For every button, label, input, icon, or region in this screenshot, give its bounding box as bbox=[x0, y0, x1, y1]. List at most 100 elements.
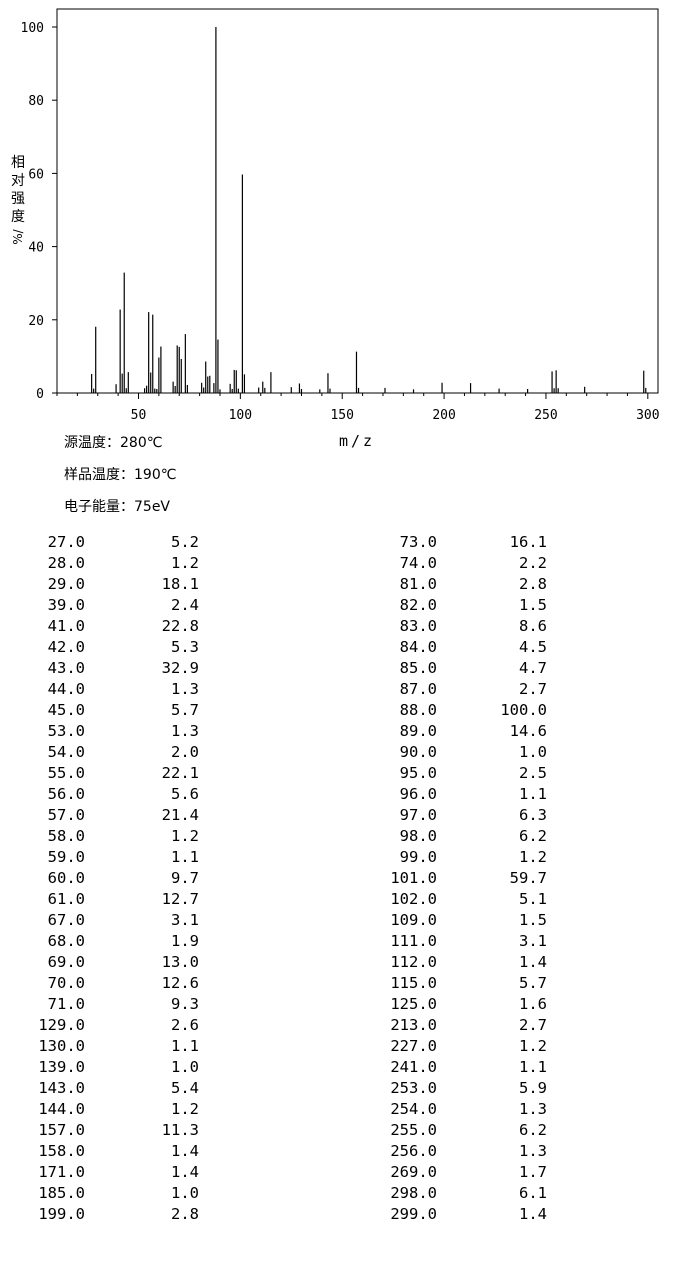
mz-value: 102.0 bbox=[390, 890, 437, 908]
table-row: 29.0 18.1 bbox=[0, 574, 220, 595]
intensity-value: 6.2 bbox=[519, 827, 547, 845]
y-tick-label: 40 bbox=[28, 241, 44, 256]
table-row: 60.0 9.7 bbox=[0, 868, 220, 889]
intensity-value: 18.1 bbox=[161, 575, 199, 593]
table-row: 42.0 5.3 bbox=[0, 637, 220, 658]
table-row: 54.0 2.0 bbox=[0, 742, 220, 763]
intensity-value: 5.1 bbox=[519, 890, 547, 908]
table-row: 81.0 2.8 bbox=[330, 574, 570, 595]
mz-value: 256.0 bbox=[390, 1142, 437, 1160]
y-axis-label-char: 强 bbox=[11, 191, 25, 207]
x-tick-label: 250 bbox=[534, 408, 557, 423]
intensity-value: 1.0 bbox=[519, 743, 547, 761]
mz-value: 29.0 bbox=[47, 575, 85, 593]
table-row: 68.0 1.9 bbox=[0, 931, 220, 952]
intensity-value: 1.6 bbox=[519, 995, 547, 1013]
mz-value: 255.0 bbox=[390, 1121, 437, 1139]
y-axis-label-char: 相 bbox=[11, 155, 25, 171]
mz-value: 45.0 bbox=[47, 701, 85, 719]
table-row: 97.0 6.3 bbox=[330, 805, 570, 826]
intensity-value: 14.6 bbox=[509, 722, 547, 740]
table-row: 53.0 1.3 bbox=[0, 721, 220, 742]
intensity-value: 2.8 bbox=[171, 1205, 199, 1223]
mz-value: 54.0 bbox=[47, 743, 85, 761]
table-row: 298.0 6.1 bbox=[330, 1183, 570, 1204]
source-temperature: 源温度：280℃ bbox=[64, 435, 163, 451]
intensity-value: 3.1 bbox=[171, 911, 199, 929]
table-row: 129.0 2.6 bbox=[0, 1015, 220, 1036]
peak-table-right: 73.0 16.1 74.0 2.2 81.0 2.8 82.0 1.5 83.0 8.6 84.0… bbox=[330, 532, 570, 1225]
intensity-value: 1.2 bbox=[171, 554, 199, 572]
table-row: 269.0 1.7 bbox=[330, 1162, 570, 1183]
table-row: 88.0 100.0 bbox=[330, 700, 570, 721]
table-row: 28.0 1.2 bbox=[0, 553, 220, 574]
y-tick-label: 20 bbox=[28, 314, 44, 329]
table-row: 139.0 1.0 bbox=[0, 1057, 220, 1078]
table-row: 253.0 5.9 bbox=[330, 1078, 570, 1099]
x-tick-label: 150 bbox=[330, 408, 353, 423]
mz-value: 157.0 bbox=[38, 1121, 85, 1139]
table-row: 89.0 14.6 bbox=[330, 721, 570, 742]
table-row: 185.0 1.0 bbox=[0, 1183, 220, 1204]
table-row: 109.0 1.5 bbox=[330, 910, 570, 931]
mz-value: 101.0 bbox=[390, 869, 437, 887]
intensity-value: 1.1 bbox=[171, 848, 199, 866]
electron-energy: 电子能量：75eV bbox=[64, 499, 171, 515]
mz-value: 71.0 bbox=[47, 995, 85, 1013]
table-row: 143.0 5.4 bbox=[0, 1078, 220, 1099]
mz-value: 83.0 bbox=[399, 617, 437, 635]
intensity-value: 2.4 bbox=[171, 596, 199, 614]
table-row: 59.0 1.1 bbox=[0, 847, 220, 868]
y-tick-label: 80 bbox=[28, 94, 44, 109]
table-row: 171.0 1.4 bbox=[0, 1162, 220, 1183]
mz-value: 99.0 bbox=[399, 848, 437, 866]
intensity-value: 22.1 bbox=[161, 764, 199, 782]
table-row: 71.0 9.3 bbox=[0, 994, 220, 1015]
mz-value: 42.0 bbox=[47, 638, 85, 656]
mz-value: 68.0 bbox=[47, 932, 85, 950]
intensity-value: 6.2 bbox=[519, 1121, 547, 1139]
intensity-value: 21.4 bbox=[161, 806, 199, 824]
mz-value: 39.0 bbox=[47, 596, 85, 614]
table-row: 39.0 2.4 bbox=[0, 595, 220, 616]
mz-value: 69.0 bbox=[47, 953, 85, 971]
x-tick-label: 50 bbox=[131, 408, 147, 423]
intensity-value: 13.0 bbox=[161, 953, 199, 971]
table-row: 82.0 1.5 bbox=[330, 595, 570, 616]
mz-value: 27.0 bbox=[47, 533, 85, 551]
mz-value: 58.0 bbox=[47, 827, 85, 845]
mz-value: 81.0 bbox=[399, 575, 437, 593]
y-axis-label-unit: %/ bbox=[11, 229, 25, 245]
table-row: 227.0 1.2 bbox=[330, 1036, 570, 1057]
intensity-value: 3.1 bbox=[519, 932, 547, 950]
mz-value: 125.0 bbox=[390, 995, 437, 1013]
table-row: 87.0 2.7 bbox=[330, 679, 570, 700]
intensity-value: 1.2 bbox=[171, 1100, 199, 1118]
intensity-value: 4.7 bbox=[519, 659, 547, 677]
mz-value: 144.0 bbox=[38, 1100, 85, 1118]
table-row: 158.0 1.4 bbox=[0, 1141, 220, 1162]
mz-value: 227.0 bbox=[390, 1037, 437, 1055]
mass-spectrum-chart: 0 20 40 60 80 100 50 100 150 200 250 300 m/z bbox=[21, 8, 660, 450]
mz-value: 87.0 bbox=[399, 680, 437, 698]
mz-value: 109.0 bbox=[390, 911, 437, 929]
mz-value: 171.0 bbox=[38, 1163, 85, 1181]
table-row: 45.0 5.7 bbox=[0, 700, 220, 721]
mz-value: 185.0 bbox=[38, 1184, 85, 1202]
table-row: 112.0 1.4 bbox=[330, 952, 570, 973]
mz-value: 143.0 bbox=[38, 1079, 85, 1097]
table-row: 58.0 1.2 bbox=[0, 826, 220, 847]
intensity-value: 6.3 bbox=[519, 806, 547, 824]
intensity-value: 1.1 bbox=[171, 1037, 199, 1055]
y-axis-label-char: 对 bbox=[11, 173, 25, 189]
intensity-value: 2.7 bbox=[519, 1016, 547, 1034]
mz-value: 115.0 bbox=[390, 974, 437, 992]
mz-value: 55.0 bbox=[47, 764, 85, 782]
mz-value: 73.0 bbox=[399, 533, 437, 551]
intensity-value: 1.1 bbox=[519, 785, 547, 803]
table-row: 213.0 2.7 bbox=[330, 1015, 570, 1036]
intensity-value: 4.5 bbox=[519, 638, 547, 656]
y-tick-label: 60 bbox=[28, 167, 44, 182]
mz-value: 59.0 bbox=[47, 848, 85, 866]
intensity-value: 1.5 bbox=[519, 596, 547, 614]
